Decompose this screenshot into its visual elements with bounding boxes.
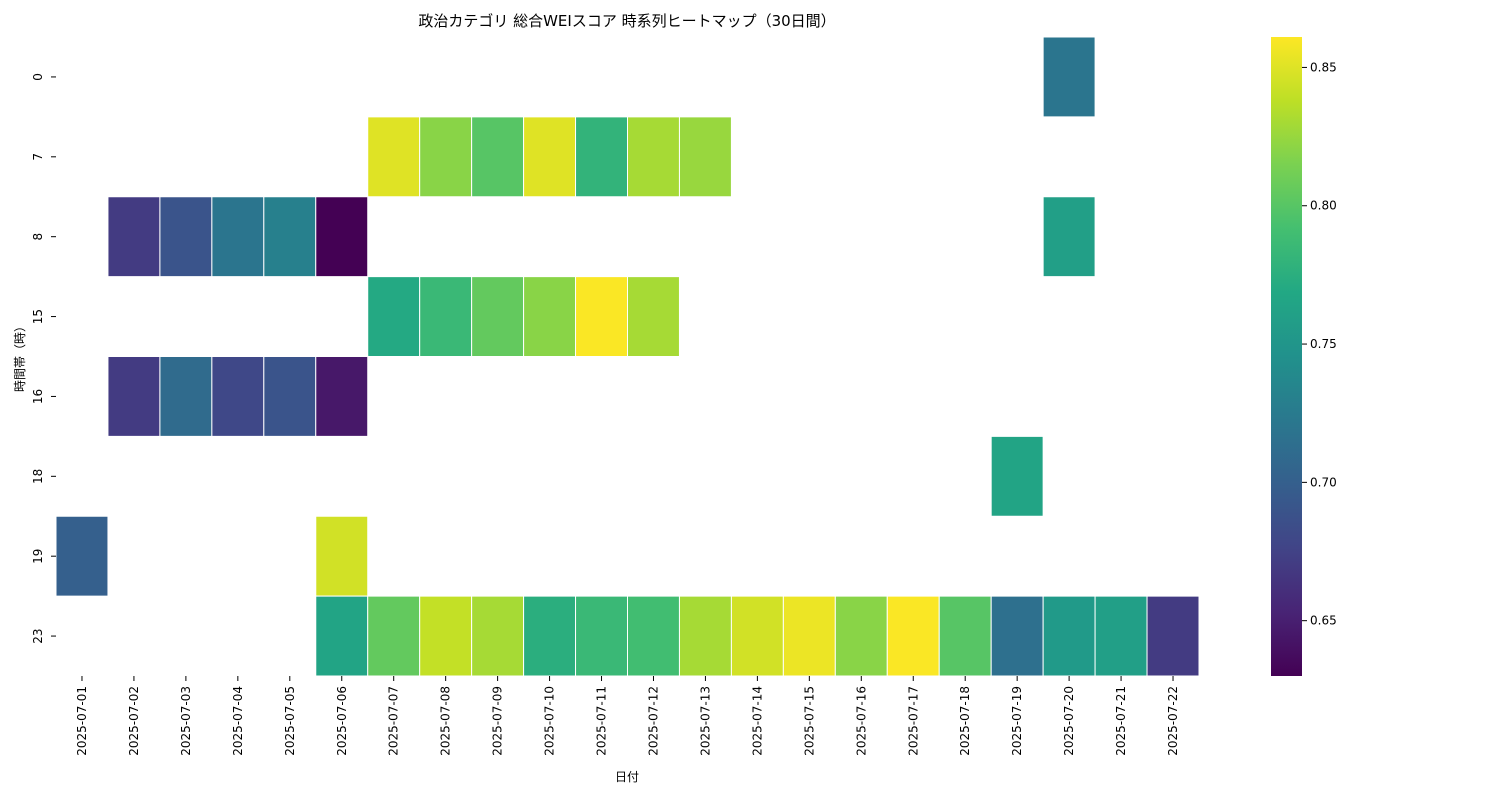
heatmap-cell <box>315 515 369 597</box>
heatmap-cell <box>575 276 629 357</box>
x-tick-label: 2025-07-21 <box>1114 686 1128 756</box>
x-tick-label: 2025-07-13 <box>698 686 712 756</box>
y-tick-label: 18 <box>31 469 45 484</box>
heatmap-cell <box>419 116 473 198</box>
heatmap-cells <box>55 36 1200 677</box>
x-tick-label: 2025-07-10 <box>543 686 557 756</box>
y-tick-label: 0 <box>31 73 45 81</box>
heatmap-cell <box>367 116 421 198</box>
heatmap-cell <box>315 196 369 278</box>
x-axis-ticks: 2025-07-01 2025-07-02 2025-07-03 2025-07-04… <box>75 676 1180 756</box>
heatmap-cell <box>1094 595 1148 677</box>
x-tick-label: 2025-07-17 <box>906 686 920 756</box>
heatmap-cell <box>211 356 265 437</box>
heatmap-cell <box>159 196 213 278</box>
heatmap-cell <box>678 595 732 677</box>
colorbar-tick-label: 0.70 <box>1310 475 1337 489</box>
x-tick-label: 2025-07-14 <box>750 686 764 756</box>
heatmap-cell <box>315 595 369 677</box>
heatmap-cell <box>938 595 992 677</box>
heatmap-cell <box>627 276 680 357</box>
x-tick-label: 2025-07-16 <box>854 686 868 756</box>
chart-title: 政治カテゴリ 総合WEIスコア 時系列ヒートマップ（30日間） <box>418 12 835 30</box>
y-tick-label: 19 <box>31 549 45 564</box>
y-tick-label: 23 <box>31 628 45 643</box>
x-tick-label: 2025-07-01 <box>75 686 89 756</box>
y-tick-label: 16 <box>31 389 45 404</box>
heatmap-cell <box>471 116 525 198</box>
x-tick-label: 2025-07-07 <box>387 686 401 756</box>
x-tick-label: 2025-07-08 <box>439 686 453 756</box>
heatmap-cell <box>419 276 473 357</box>
heatmap-cell <box>627 116 680 198</box>
heatmap-cell <box>678 116 732 198</box>
heatmap-cell <box>367 595 421 677</box>
heatmap-cell <box>1042 595 1096 677</box>
heatmap-cell <box>782 595 836 677</box>
x-tick-label: 2025-07-06 <box>335 686 349 756</box>
colorbar-tick-label: 0.80 <box>1310 199 1337 213</box>
heatmap-cell <box>419 595 473 677</box>
heatmap-cell <box>107 196 161 278</box>
y-axis-label: 時間帯（時） <box>13 320 27 392</box>
x-tick-label: 2025-07-20 <box>1062 686 1076 756</box>
y-tick-label: 7 <box>31 153 45 161</box>
colorbar: 0.65 0.70 0.75 0.80 0.85 <box>1271 37 1337 676</box>
x-tick-label: 2025-07-22 <box>1166 686 1180 756</box>
heatmap-cell <box>471 595 525 677</box>
heatmap-cell <box>211 196 265 278</box>
x-tick-label: 2025-07-15 <box>802 686 816 756</box>
heatmap-cell <box>471 276 525 357</box>
heatmap-cell <box>523 116 577 198</box>
heatmap-cell <box>263 356 317 437</box>
x-tick-label: 2025-07-18 <box>958 686 972 756</box>
heatmap-cell <box>263 196 317 278</box>
x-tick-label: 2025-07-02 <box>127 686 141 756</box>
x-tick-label: 2025-07-03 <box>179 686 193 756</box>
x-tick-label: 2025-07-05 <box>283 686 297 756</box>
heatmap-cell <box>834 595 888 677</box>
heatmap-cell <box>159 356 213 437</box>
heatmap-cell <box>55 515 109 597</box>
heatmap-cell <box>575 595 629 677</box>
x-tick-label: 2025-07-11 <box>595 686 609 756</box>
colorbar-gradient <box>1271 37 1302 676</box>
x-tick-label: 2025-07-12 <box>646 686 660 756</box>
heatmap-cell <box>523 276 577 357</box>
heatmap-cell <box>1042 196 1096 278</box>
heatmap-cell <box>627 595 680 677</box>
heatmap-cell <box>730 595 784 677</box>
heatmap-cell <box>107 356 161 437</box>
heatmap-cell <box>990 595 1044 677</box>
heatmap-cell <box>886 595 940 677</box>
heatmap-cell <box>1042 36 1096 118</box>
y-tick-label: 8 <box>31 233 45 241</box>
x-axis-label: 日付 <box>615 770 639 784</box>
heatmap-cell <box>315 356 369 437</box>
heatmap-cell <box>523 595 577 677</box>
colorbar-tick-label: 0.65 <box>1310 614 1337 628</box>
x-tick-label: 2025-07-19 <box>1010 686 1024 756</box>
colorbar-tick-label: 0.75 <box>1310 337 1337 351</box>
x-tick-label: 2025-07-09 <box>491 686 505 756</box>
colorbar-tick-label: 0.85 <box>1310 60 1337 74</box>
y-tick-label: 15 <box>31 309 45 324</box>
heatmap-cell <box>367 276 421 357</box>
y-axis-ticks: 0 7 8 15 16 18 19 23 <box>31 73 56 644</box>
heatmap-cell <box>990 435 1044 517</box>
x-tick-label: 2025-07-04 <box>231 686 245 756</box>
heatmap-cell <box>575 116 629 198</box>
heatmap-cell <box>1146 595 1200 677</box>
